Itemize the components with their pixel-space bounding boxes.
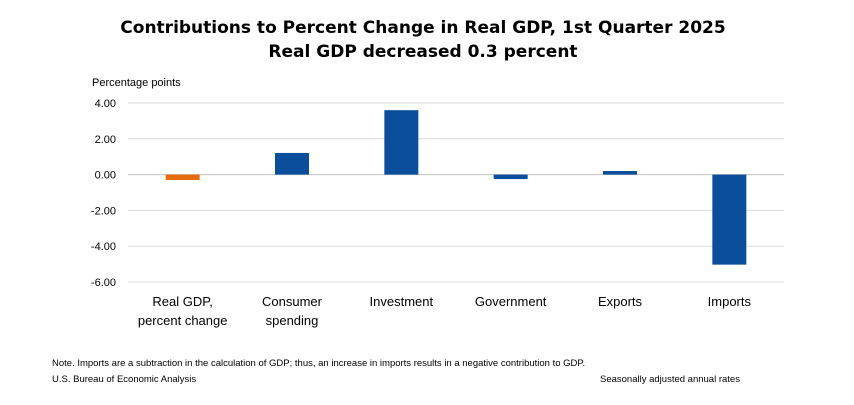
- footnote: Note. Imports are a subtraction in the c…: [52, 358, 586, 369]
- y-axis-label: Percentage points: [92, 77, 181, 89]
- bar: [384, 110, 419, 175]
- y-tick-label: 0.00: [95, 170, 116, 182]
- source-text: U.S. Bureau of Economic Analysis: [52, 374, 197, 385]
- y-tick-label: -4.00: [91, 241, 116, 253]
- category-label: percent change: [138, 313, 228, 328]
- y-tick-label: -2.00: [91, 205, 116, 217]
- bar: [275, 152, 309, 175]
- category-label: Government: [475, 294, 547, 309]
- bars: [165, 110, 747, 265]
- category-labels: Real GDP, percent change Consumer spending I…: [138, 294, 752, 328]
- chart-subtitle: Real GDP decreased 0.3 percent: [268, 42, 577, 62]
- category-label: Imports: [708, 294, 752, 309]
- chart-title: Contributions to Percent Change in Real …: [120, 18, 725, 38]
- category-label: Exports: [598, 294, 643, 309]
- bar: [493, 174, 528, 180]
- y-tick-labels: 4.00 2.00 0.00 -2.00 -4.00 -6.00: [91, 98, 116, 289]
- category-label: Consumer: [262, 294, 323, 309]
- category-label: Investment: [370, 294, 434, 309]
- y-tick-label: -6.00: [91, 277, 116, 289]
- category-label: spending: [266, 313, 319, 328]
- bar: [603, 171, 637, 175]
- y-tick-label: 4.00: [95, 98, 116, 110]
- rates-text: Seasonally adjusted annual rates: [600, 374, 740, 385]
- category-label: Real GDP,: [152, 294, 212, 309]
- gridlines: [128, 102, 784, 283]
- bar: [712, 174, 747, 265]
- bar: [165, 174, 200, 180]
- y-tick-label: 2.00: [95, 134, 116, 146]
